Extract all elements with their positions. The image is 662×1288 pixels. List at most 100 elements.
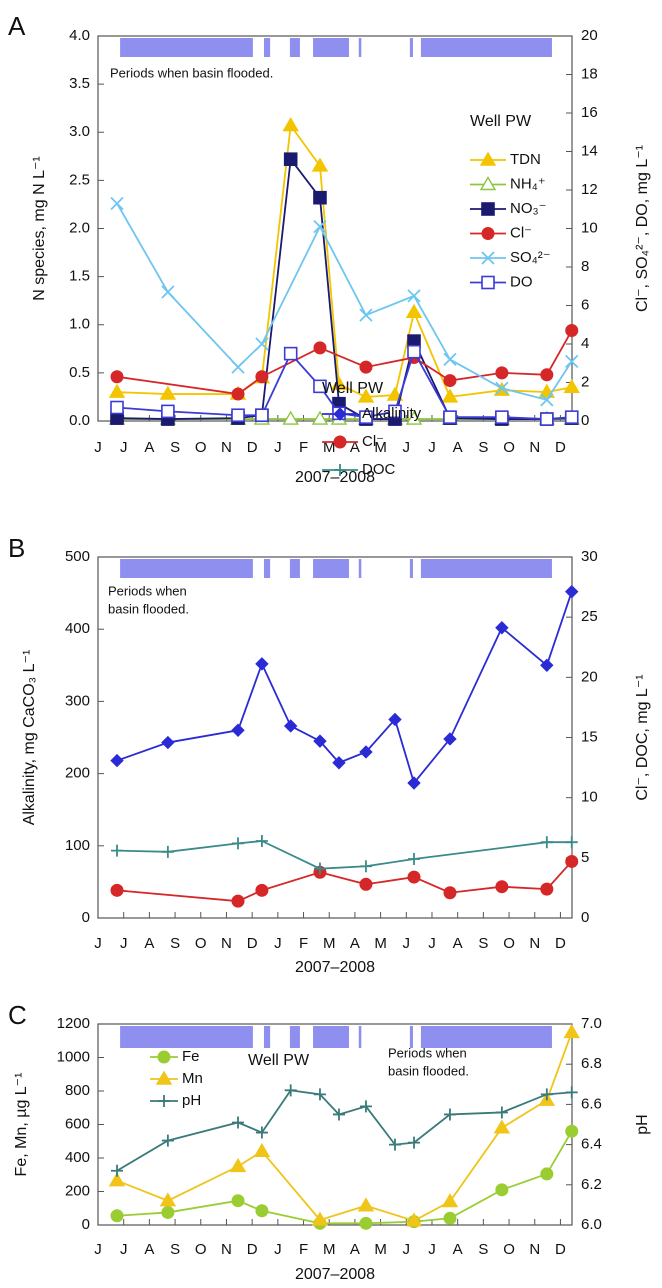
data-point	[283, 152, 298, 166]
y-tick-label: 0	[82, 909, 90, 926]
y2-tick-label: 30	[581, 548, 598, 565]
x-tick-label: A	[144, 935, 154, 952]
y2-tick-label: 6	[581, 296, 589, 313]
data-point	[540, 836, 553, 849]
data-point	[565, 584, 579, 599]
data-point	[407, 344, 421, 359]
series-line	[116, 123, 572, 398]
data-point	[443, 374, 457, 388]
y-tick-label: 300	[65, 692, 90, 709]
data-point	[231, 387, 245, 401]
data-point	[255, 370, 269, 384]
y2-tick-label: 10	[581, 219, 598, 236]
annotation: basin flooded.	[108, 601, 189, 616]
data-point	[443, 1211, 457, 1225]
x-tick-label: N	[529, 439, 540, 456]
x-tick-label: A	[144, 439, 154, 456]
y2-tick-label: 7.0	[581, 1015, 602, 1032]
y-axis-title: Fe, Mn, µg L⁻¹	[13, 1073, 30, 1177]
x-tick-label: O	[195, 935, 207, 952]
data-point	[282, 117, 299, 132]
x-tick-label: J	[120, 439, 128, 456]
data-point	[495, 880, 509, 894]
flooded-period	[263, 559, 271, 578]
data-point	[565, 324, 579, 338]
data-point	[441, 1193, 459, 1208]
x-tick-label: J	[120, 1241, 128, 1258]
data-point	[357, 388, 375, 403]
x-tick-label: J	[94, 935, 102, 952]
data-point	[405, 303, 423, 318]
y-tick-label: 200	[65, 765, 90, 782]
flooded-period	[358, 559, 362, 578]
legend-marker	[333, 407, 347, 421]
x-tick-label: M	[323, 1241, 336, 1258]
data-point	[332, 756, 346, 770]
panel-label: C	[8, 1000, 27, 1030]
data-point	[443, 886, 457, 900]
y-tick-label: 0	[82, 1216, 90, 1233]
data-point	[359, 745, 373, 759]
x-tick-label: D	[555, 1241, 566, 1258]
data-point	[563, 1023, 580, 1039]
data-point	[565, 854, 579, 868]
y-axis-title: Alkalinity, mg CaCO₃ L⁻¹	[21, 650, 38, 826]
flooded-period	[358, 1026, 362, 1048]
data-point	[110, 753, 124, 768]
data-point	[540, 882, 554, 896]
flooded-period	[409, 1026, 413, 1048]
y-tick-label: 500	[65, 548, 90, 565]
x-tick-label: M	[374, 1241, 387, 1258]
data-point	[282, 410, 299, 425]
data-point	[108, 1172, 126, 1187]
data-point	[110, 883, 124, 897]
legend-marker	[333, 435, 347, 449]
legend-marker	[479, 176, 497, 191]
x-tick-label: J	[403, 935, 411, 952]
data-point	[111, 1164, 124, 1177]
data-point	[563, 378, 580, 394]
y2-axis-title: Cl⁻, SO₄²⁻, DO, mg L⁻¹	[634, 145, 651, 312]
x-tick-label: M	[374, 935, 387, 952]
data-point	[284, 1084, 297, 1097]
data-point	[540, 393, 554, 407]
legend-marker	[481, 227, 495, 240]
data-point	[255, 1204, 269, 1218]
data-point	[330, 376, 348, 391]
data-point	[388, 712, 402, 727]
x-tick-label: O	[503, 935, 515, 952]
legend-label: TDN	[510, 151, 541, 168]
annotation: Periods when	[388, 1045, 467, 1060]
data-point	[495, 410, 509, 424]
x-tick-label: S	[478, 439, 488, 456]
legend-label: DO	[510, 273, 533, 290]
data-point	[229, 1157, 247, 1173]
legend-label: DOC	[362, 461, 396, 478]
y2-tick-label: 20	[581, 27, 598, 44]
y2-tick-label: 6.0	[581, 1216, 602, 1233]
data-point	[408, 1136, 420, 1149]
legend-marker	[481, 202, 495, 216]
x-tick-label: A	[350, 1241, 360, 1258]
x-tick-label: S	[170, 439, 180, 456]
legend-marker	[155, 1070, 173, 1085]
data-point	[231, 408, 245, 423]
series-line	[116, 1130, 573, 1225]
x-tick-label: J	[274, 1241, 282, 1258]
x-tick-label: O	[503, 1241, 515, 1258]
y-tick-label: 4.0	[69, 27, 90, 44]
data-point	[253, 1142, 271, 1158]
data-point	[359, 410, 373, 424]
x-tick-label: A	[350, 935, 360, 952]
x-tick-label: S	[170, 935, 180, 952]
x-tick-label: F	[299, 935, 308, 952]
flooded-period	[313, 1026, 350, 1048]
annotation: Periods when	[108, 583, 187, 598]
x-tick-label: D	[247, 1241, 258, 1258]
data-point	[313, 1088, 326, 1101]
y2-tick-label: 15	[581, 728, 598, 745]
y2-tick-label: 0	[581, 909, 589, 926]
x-tick-label: S	[478, 1241, 488, 1258]
legend-label: Cl⁻	[510, 224, 532, 241]
flooded-period	[409, 559, 413, 578]
